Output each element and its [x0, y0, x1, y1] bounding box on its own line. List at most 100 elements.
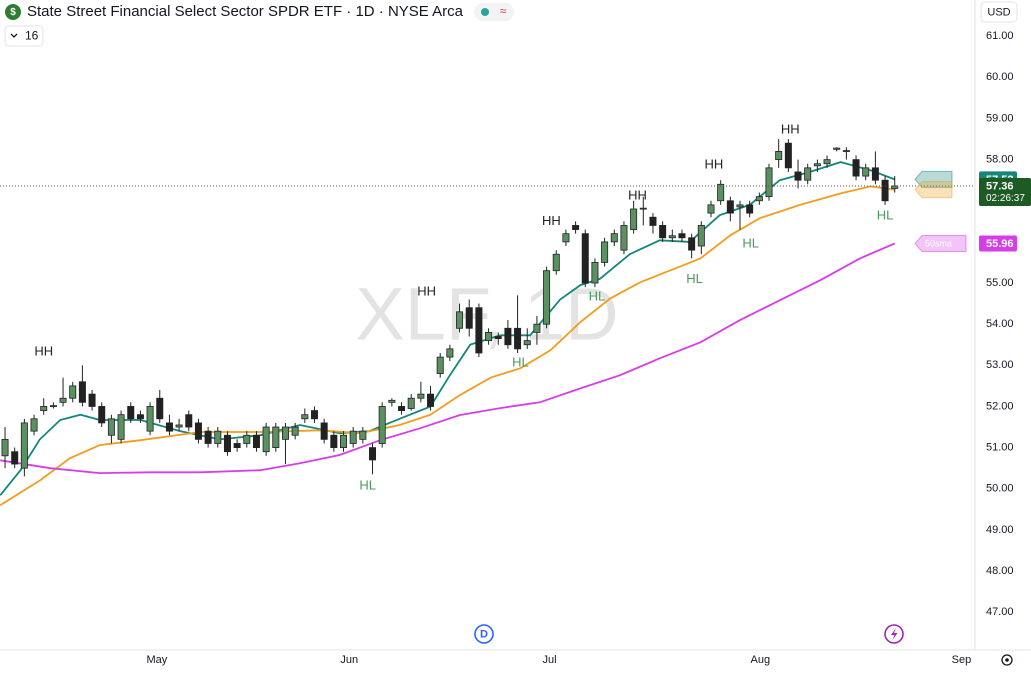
- pivot-label: HH: [34, 344, 53, 359]
- ma-line: [0, 161, 896, 496]
- y-tick-label: 48.00: [986, 565, 1014, 577]
- candle-body: [842, 150, 850, 152]
- symbol-logo-glyph: $: [10, 7, 16, 18]
- candle-body: [78, 381, 86, 403]
- x-tick-label: Aug: [751, 654, 771, 666]
- pivot-label: HL: [359, 478, 376, 493]
- candle-body: [485, 332, 493, 342]
- candle-body: [20, 422, 28, 469]
- pivot-label: HL: [589, 288, 606, 303]
- candle-body: [465, 307, 473, 329]
- pivot-label: HH: [781, 121, 800, 136]
- candle-body: [407, 397, 415, 409]
- candle-body: [572, 225, 580, 230]
- candle-body: [388, 399, 396, 403]
- candle-body: [456, 311, 464, 329]
- candle-body: [320, 422, 328, 440]
- candle-body: [765, 167, 773, 198]
- candle-body: [794, 171, 802, 181]
- candle-body: [630, 208, 638, 230]
- chevron: [10, 33, 18, 38]
- candle-body: [340, 434, 347, 448]
- candle-body: [185, 414, 193, 428]
- candle-body: [746, 204, 754, 214]
- candle-body: [668, 235, 676, 239]
- candle-body: [49, 405, 57, 408]
- dividend-icon[interactable]: [474, 624, 494, 644]
- symbol-logo: [5, 4, 21, 20]
- candle-body: [243, 434, 251, 444]
- series-flag: [914, 235, 967, 253]
- candle-body: [514, 327, 522, 350]
- candle-body: [562, 233, 570, 243]
- indicator-count[interactable]: 16: [25, 29, 39, 43]
- candle-body: [678, 233, 686, 239]
- candle-body: [804, 167, 812, 181]
- events-icon-glyph: [891, 628, 898, 640]
- y-tick-label: 52.00: [986, 400, 1014, 412]
- candle-body: [40, 406, 48, 411]
- series-flag: [914, 170, 953, 188]
- candle-body: [291, 426, 299, 436]
- pivot-label: HH: [628, 188, 647, 203]
- candle-body: [165, 422, 173, 432]
- candle-body: [281, 426, 289, 440]
- candle-body: [136, 414, 144, 420]
- candle-body: [649, 216, 657, 226]
- indicator-toggle[interactable]: [4, 25, 44, 47]
- x-tick-label: May: [146, 654, 167, 666]
- settings-icon[interactable]: [1001, 654, 1013, 666]
- currency-label[interactable]: USD: [987, 6, 1010, 18]
- candle-body: [659, 225, 667, 239]
- last-price-tag: [979, 177, 1031, 206]
- candle-body: [98, 406, 106, 424]
- candle-body: [359, 430, 367, 440]
- candle-body: [214, 430, 222, 444]
- candle-body: [610, 233, 618, 243]
- candle-body: [252, 434, 260, 448]
- pivot-label: HL: [742, 235, 759, 250]
- candle-body: [639, 207, 647, 210]
- x-tick-label: Jun: [340, 654, 358, 666]
- watermark: XLF, 1D: [355, 273, 618, 356]
- pivot-label: HH: [542, 213, 561, 228]
- y-tick-label: 49.00: [986, 524, 1014, 536]
- candle-body: [813, 163, 821, 167]
- y-tick-label: 47.00: [986, 606, 1014, 618]
- candle-body: [310, 410, 318, 420]
- candle-body: [233, 443, 241, 448]
- candle-body: [378, 406, 386, 444]
- candle-body: [427, 393, 435, 407]
- candle-body: [852, 159, 860, 177]
- y-tick-label: 53.00: [986, 359, 1014, 371]
- candle-body: [204, 430, 212, 444]
- candle-body: [175, 424, 183, 428]
- plot: HH HH HH HH HH HH HL HL HL HL HL HL 50sma: [0, 121, 975, 506]
- candle-body: [775, 150, 783, 161]
- market-open-dot: [481, 8, 489, 16]
- candle-body: [475, 307, 483, 354]
- candle-body: [127, 406, 135, 420]
- candle-body: [223, 434, 231, 453]
- chart-title: State Street Financial Select Sector SPD…: [27, 3, 464, 20]
- candle-body: [262, 426, 270, 453]
- candle-body: [349, 430, 357, 444]
- pivot-label: HL: [512, 355, 529, 370]
- candle-body: [543, 270, 551, 325]
- pivot-label: HH: [417, 284, 436, 299]
- candle-body: [69, 385, 77, 399]
- candle-body: [156, 397, 164, 420]
- candle-body: [194, 422, 202, 440]
- candle-body: [533, 323, 541, 333]
- candle-body: [59, 397, 67, 403]
- y-tick-label: 59.00: [986, 112, 1014, 124]
- candle-body: [107, 418, 115, 436]
- y-tick-label: 51.00: [986, 442, 1014, 454]
- candle-body: [523, 340, 531, 346]
- currency-button[interactable]: [980, 1, 1018, 23]
- candle-body: [301, 414, 309, 420]
- candle-body: [417, 393, 425, 399]
- series-flag: [914, 181, 953, 199]
